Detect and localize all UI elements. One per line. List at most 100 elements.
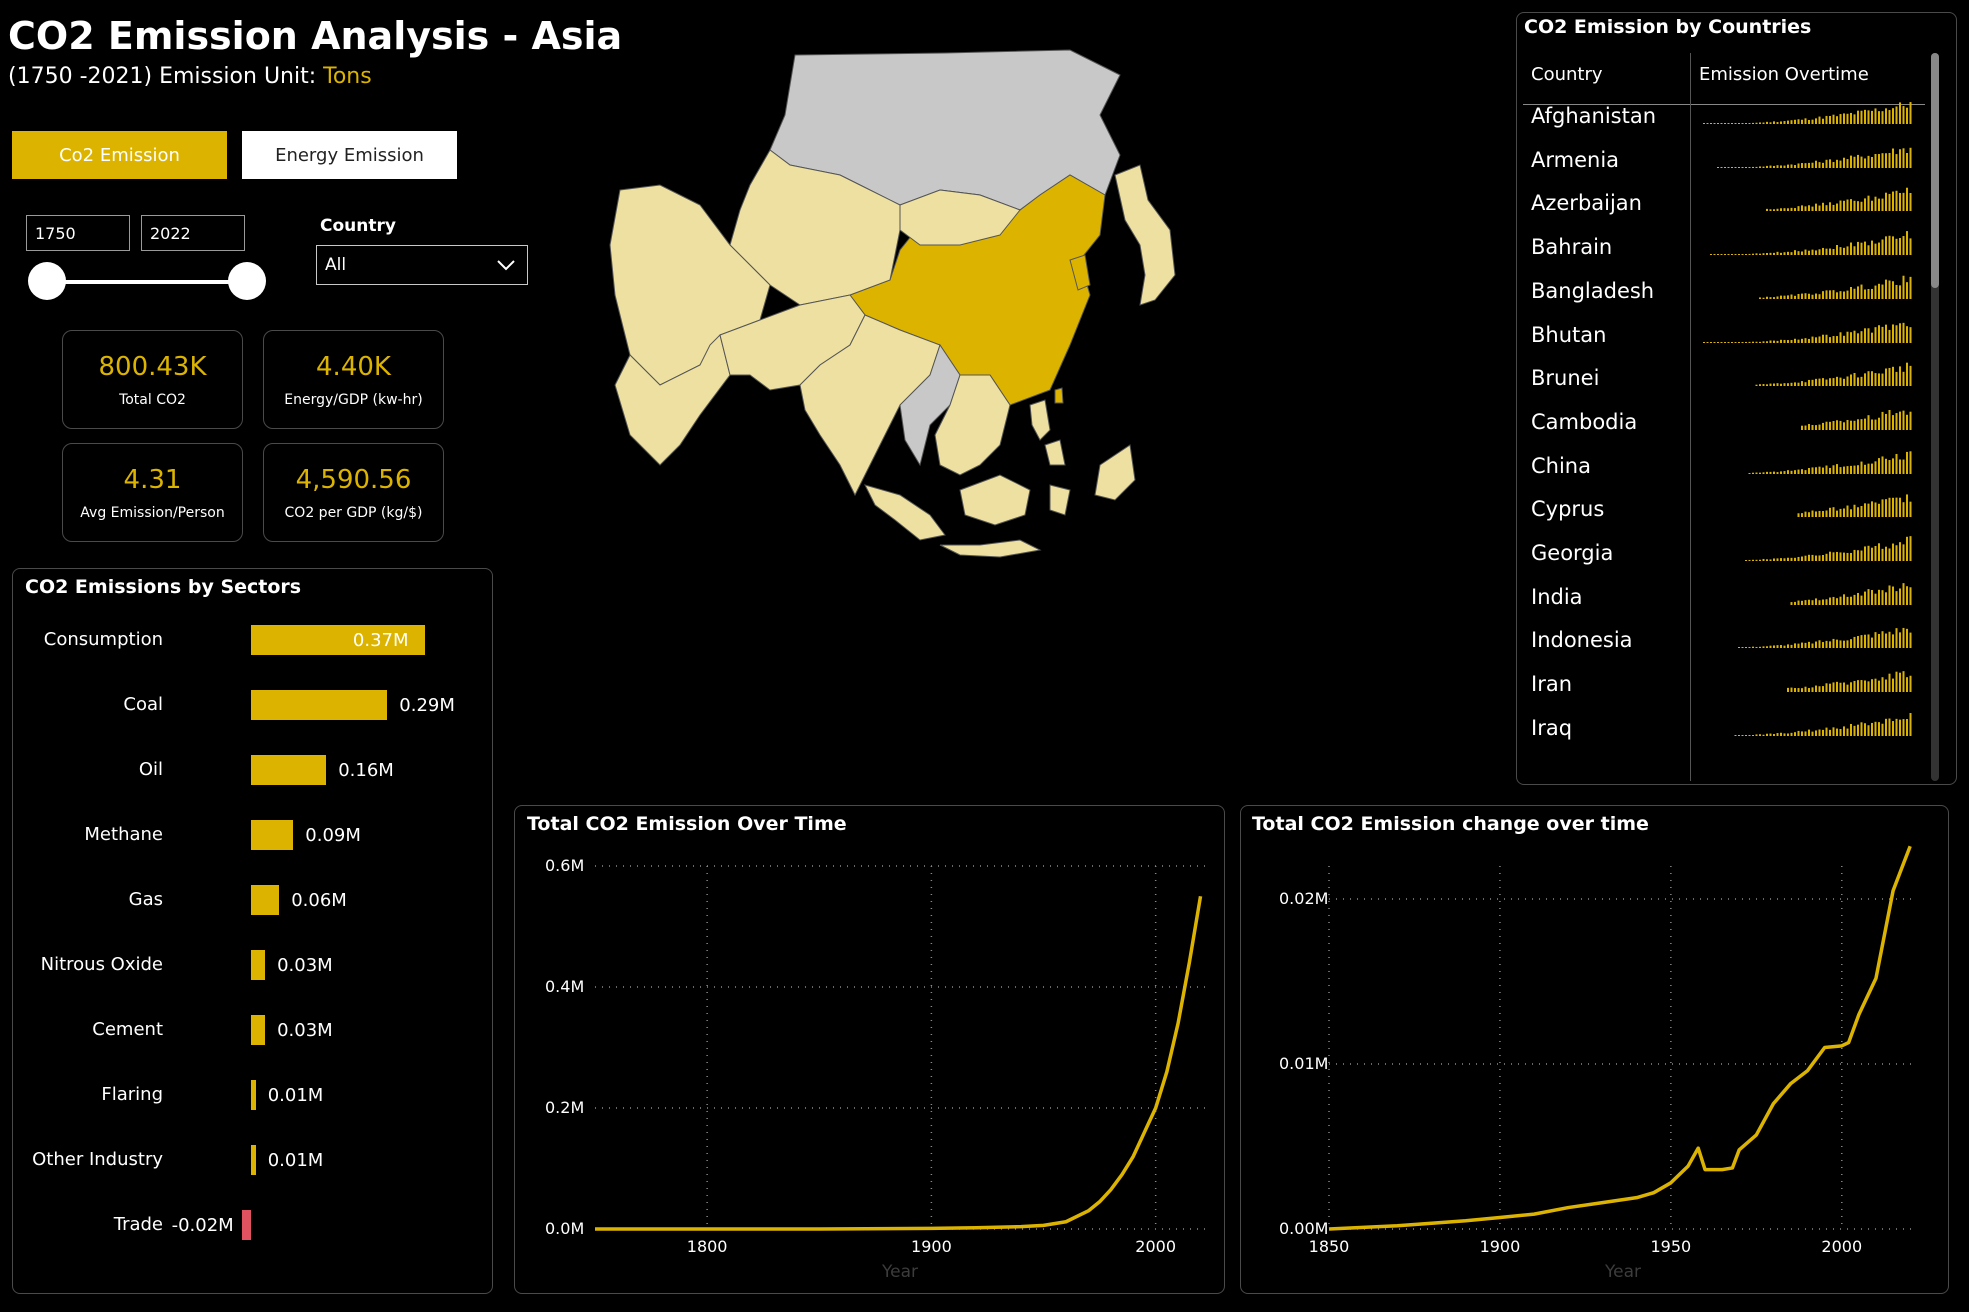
- sector-bar[interactable]: [251, 885, 280, 915]
- co2-emission-tab[interactable]: Co2 Emission: [12, 131, 227, 179]
- country-name[interactable]: Bahrain: [1531, 235, 1613, 260]
- sparkline-bar: [1776, 558, 1779, 561]
- sparkline-bar: [1885, 546, 1887, 561]
- sector-bar[interactable]: [251, 1145, 256, 1175]
- map-region-central-asia[interactable]: [729, 149, 901, 306]
- country-name[interactable]: Cambodia: [1531, 409, 1638, 434]
- emission-sparkline: [1759, 275, 1912, 299]
- country-name[interactable]: Armenia: [1531, 147, 1620, 172]
- sparkline-bar: [1864, 327, 1866, 343]
- column-header-emission-overtime[interactable]: Emission Overtime: [1699, 64, 1869, 85]
- sparkline-bar: [1832, 161, 1835, 168]
- country-name[interactable]: Azerbaijan: [1531, 191, 1642, 216]
- kpi-label: Total CO2: [119, 391, 186, 408]
- table-scrollbar-thumb[interactable]: [1931, 53, 1939, 288]
- sparkline-bar: [1769, 296, 1772, 299]
- country-name[interactable]: Bangladesh: [1531, 278, 1655, 303]
- sparkline-bar: [1818, 640, 1821, 649]
- country-name[interactable]: Iran: [1531, 672, 1573, 697]
- sparkline-bar: [1909, 326, 1912, 343]
- sparkline-bar: [1745, 166, 1747, 168]
- sparkline-bar: [1797, 688, 1800, 693]
- country-name[interactable]: Brunei: [1531, 366, 1600, 391]
- sector-bar[interactable]: [251, 1080, 256, 1110]
- sparkline-bar: [1738, 123, 1740, 124]
- sparkline-bar: [1801, 293, 1803, 299]
- map-region-arabia[interactable]: [614, 334, 731, 466]
- sparkline-bar: [1773, 645, 1775, 649]
- country-name[interactable]: Iraq: [1531, 715, 1573, 740]
- sector-bar[interactable]: [241, 1210, 251, 1240]
- sparkline-bar: [1892, 586, 1894, 605]
- sparkline-bar: [1822, 599, 1824, 605]
- sector-value-label: 0.01M: [267, 1150, 324, 1171]
- year-slider-end-handle[interactable]: [228, 262, 266, 300]
- map-region-southeast-asia[interactable]: [934, 374, 1011, 476]
- sparkline-bar: [1867, 463, 1870, 474]
- sector-bar[interactable]: [251, 820, 294, 850]
- sector-value-label: 0.16M: [338, 760, 394, 781]
- country-name[interactable]: Afghanistan: [1531, 104, 1657, 128]
- sparkline-bar: [1899, 238, 1901, 256]
- sparkline-bar: [1734, 254, 1737, 256]
- sector-value-label: 0.06M: [291, 890, 347, 911]
- sparkline-bar: [1759, 253, 1761, 256]
- country-name[interactable]: Indonesia: [1531, 628, 1633, 653]
- sector-bar[interactable]: [251, 1015, 266, 1045]
- country-name[interactable]: Bhutan: [1531, 322, 1607, 347]
- sparkline-bar: [1867, 288, 1870, 299]
- sparkline-bar: [1843, 157, 1845, 168]
- sparkline-bar: [1850, 242, 1852, 256]
- kpi-value: 4.31: [123, 464, 182, 495]
- sparkline-bar: [1808, 554, 1810, 561]
- column-header-country[interactable]: Country: [1531, 64, 1603, 85]
- sparkline-bar: [1895, 106, 1898, 124]
- year-slider-start-handle[interactable]: [28, 262, 66, 300]
- map-region-philippines[interactable]: [1029, 399, 1066, 466]
- sparkline-bar: [1804, 206, 1807, 212]
- sparkline-bar: [1752, 472, 1754, 474]
- sparkline-bar: [1902, 371, 1905, 387]
- year-slider-track[interactable]: [46, 280, 248, 284]
- total-emission-line-chart[interactable]: 0.6M 0.4M 0.2M 0.0M 1800 1900 2000 Year: [515, 806, 1226, 1295]
- sector-bar[interactable]: [251, 625, 425, 655]
- map-region-indonesia-malaysia[interactable]: [864, 444, 1136, 558]
- sparkline-bar: [1846, 246, 1849, 256]
- map-region-east-asia-islands[interactable]: [1054, 254, 1091, 404]
- country-name[interactable]: India: [1531, 584, 1583, 609]
- energy-emission-tab[interactable]: Energy Emission: [242, 131, 457, 179]
- sparkline-bar: [1794, 557, 1796, 561]
- country-dropdown[interactable]: All: [316, 245, 528, 285]
- sparkline-bar: [1766, 296, 1768, 299]
- sparkline-bar: [1860, 330, 1863, 343]
- sparkline-bar: [1906, 629, 1908, 649]
- sparkline-bar: [1888, 585, 1891, 605]
- sparkline-bar: [1881, 239, 1884, 256]
- year-end-input[interactable]: 2022: [141, 215, 245, 251]
- sparkline-bar: [1752, 341, 1754, 343]
- country-name[interactable]: Georgia: [1531, 541, 1614, 565]
- country-name[interactable]: China: [1531, 453, 1591, 478]
- country-name[interactable]: Cyprus: [1531, 497, 1605, 522]
- sparkline-bar: [1790, 252, 1793, 256]
- sparkline-bar: [1864, 109, 1866, 124]
- sparkline-bar: [1906, 188, 1908, 212]
- sparkline-bar: [1892, 281, 1894, 299]
- sparkline-bar: [1860, 377, 1863, 387]
- year-start-input[interactable]: 1750: [26, 215, 130, 251]
- table-scrollbar[interactable]: [1931, 53, 1939, 781]
- sector-bar[interactable]: [251, 755, 327, 785]
- sector-bar[interactable]: [251, 690, 388, 720]
- sparkline-bar: [1850, 509, 1852, 518]
- sector-bar[interactable]: [251, 950, 266, 980]
- sparkline-bar: [1836, 510, 1838, 518]
- map-region-japan[interactable]: [1114, 164, 1176, 306]
- sparkline-bar: [1906, 414, 1908, 430]
- sparkline-bar: [1857, 110, 1859, 124]
- sparkline-bar: [1780, 383, 1782, 387]
- asia-map[interactable]: [600, 45, 1430, 695]
- sparkline-bar: [1895, 671, 1898, 693]
- map-region-mongolia[interactable]: [899, 189, 1021, 246]
- sparkline-bar: [1906, 677, 1908, 693]
